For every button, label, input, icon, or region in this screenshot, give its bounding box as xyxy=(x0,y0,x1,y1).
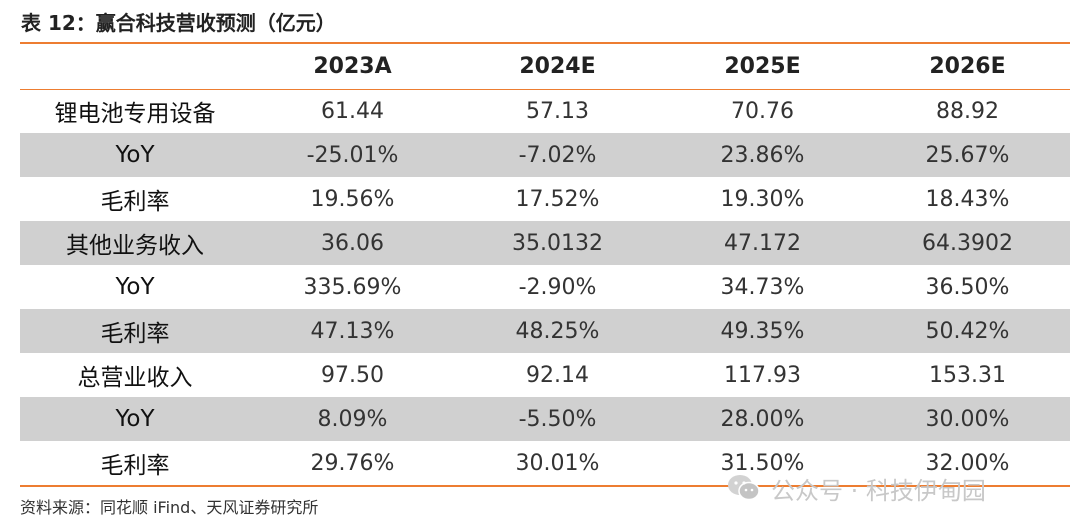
table-cell: 36.06 xyxy=(250,221,455,265)
table-cell: 64.3902 xyxy=(865,221,1070,265)
table-cell: 70.76 xyxy=(731,98,794,124)
row-label: 总营业收入 xyxy=(77,365,193,391)
row-label: 锂电池专用设备 xyxy=(54,101,216,127)
table-cell: 47.13% xyxy=(250,309,455,353)
header-cell-2026e: 2026E xyxy=(929,54,1006,79)
table-cell: 153.31 xyxy=(929,362,1006,388)
row-label: 毛利率 xyxy=(100,189,170,215)
table-cell: 49.35% xyxy=(660,309,865,353)
top-rule xyxy=(20,42,1070,44)
table-cell: 92.14 xyxy=(526,362,589,388)
table-cell: 23.86% xyxy=(660,133,865,177)
table-cell: 36.50% xyxy=(925,274,1010,300)
table-title: 表 12：赢合科技营收预测（亿元） xyxy=(21,11,336,35)
table-cell: 19.30% xyxy=(720,186,805,212)
table-cell: 335.69% xyxy=(303,274,402,300)
table-cell: 47.172 xyxy=(660,221,865,265)
bottom-rule xyxy=(20,485,1070,487)
table-cell: 30.01% xyxy=(515,450,600,476)
forecast-table: 2023A 2024E 2025E 2026E 锂电池专用设备 61.44 57… xyxy=(20,44,1070,485)
header-cell-2023a: 2023A xyxy=(313,54,392,79)
table-cell: -25.01% xyxy=(250,133,455,177)
table-cell: -2.90% xyxy=(518,274,597,300)
table-cell: 25.67% xyxy=(865,133,1070,177)
source-note: 资料来源：同花顺 iFind、天风证券研究所 xyxy=(20,498,319,517)
table-cell: 8.09% xyxy=(250,397,455,441)
table-cell: -5.50% xyxy=(455,397,660,441)
header-rule xyxy=(20,89,1070,90)
table-cell: 48.25% xyxy=(455,309,660,353)
header-cell-2024e: 2024E xyxy=(519,54,596,79)
row-label: 其他业务收入 xyxy=(20,221,250,265)
table-cell: 57.13 xyxy=(526,98,589,124)
header-cell-2025e: 2025E xyxy=(724,54,801,79)
table-cell: 97.50 xyxy=(321,362,384,388)
table-cell: 29.76% xyxy=(310,450,395,476)
table-cell: -7.02% xyxy=(455,133,660,177)
table-cell: 18.43% xyxy=(925,186,1010,212)
table-cell: 88.92 xyxy=(936,98,999,124)
table-cell: 28.00% xyxy=(660,397,865,441)
table-cell: 61.44 xyxy=(321,98,384,124)
table-cell: 31.50% xyxy=(720,450,805,476)
table-cell: 50.42% xyxy=(865,309,1070,353)
row-label: YoY xyxy=(20,397,250,441)
row-label: YoY xyxy=(20,133,250,177)
table-cell: 32.00% xyxy=(925,450,1010,476)
table-cell: 34.73% xyxy=(720,274,805,300)
table-cell: 17.52% xyxy=(515,186,600,212)
table-cell: 35.0132 xyxy=(455,221,660,265)
row-label: 毛利率 xyxy=(20,309,250,353)
table-cell: 117.93 xyxy=(724,362,801,388)
row-label: YoY xyxy=(115,274,155,300)
row-label: 毛利率 xyxy=(100,453,170,479)
header-cell-blank xyxy=(20,44,250,89)
table-cell: 19.56% xyxy=(310,186,395,212)
table-cell: 30.00% xyxy=(865,397,1070,441)
